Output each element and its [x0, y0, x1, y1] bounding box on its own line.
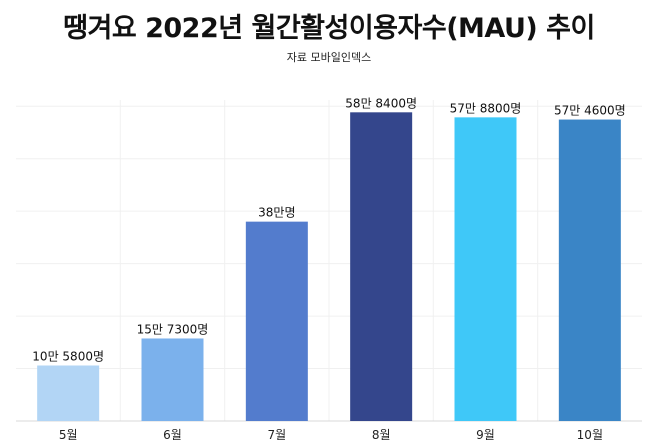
bars-group — [37, 112, 621, 422]
data-label: 38만명 — [258, 206, 295, 220]
x-tick-label: 9월 — [476, 428, 495, 442]
x-tick-label: 8월 — [372, 428, 391, 442]
x-axis-ticks: 5월 6월 7월 8월 9월 10월 — [59, 428, 603, 442]
bar-2 — [141, 338, 204, 421]
bar-3 — [245, 221, 308, 421]
bar-6 — [558, 119, 621, 421]
data-label: 10만 5800명 — [32, 349, 104, 363]
data-label: 57만 4600명 — [554, 104, 626, 118]
x-tick-label: 5월 — [59, 428, 78, 442]
x-tick-label: 10월 — [577, 428, 603, 442]
x-tick-label: 7월 — [267, 428, 286, 442]
bar-5 — [454, 117, 517, 422]
data-label: 58만 8400명 — [345, 96, 417, 110]
bar-1 — [37, 365, 100, 421]
bar-4 — [350, 112, 413, 421]
chart-subtitle: 자료 모바일인덱스 — [286, 51, 372, 64]
chart-title: 땡겨요 2022년 월간활성이용자수(MAU) 추이 — [63, 13, 595, 44]
data-labels-group: 10만 5800명 15만 7300명 38만명 58만 8400명 57만 8800명… — [32, 96, 625, 363]
data-label: 57만 8800명 — [450, 101, 522, 115]
data-label: 15만 7300명 — [137, 322, 209, 336]
x-tick-label: 6월 — [163, 428, 182, 442]
gridlines — [16, 100, 642, 422]
